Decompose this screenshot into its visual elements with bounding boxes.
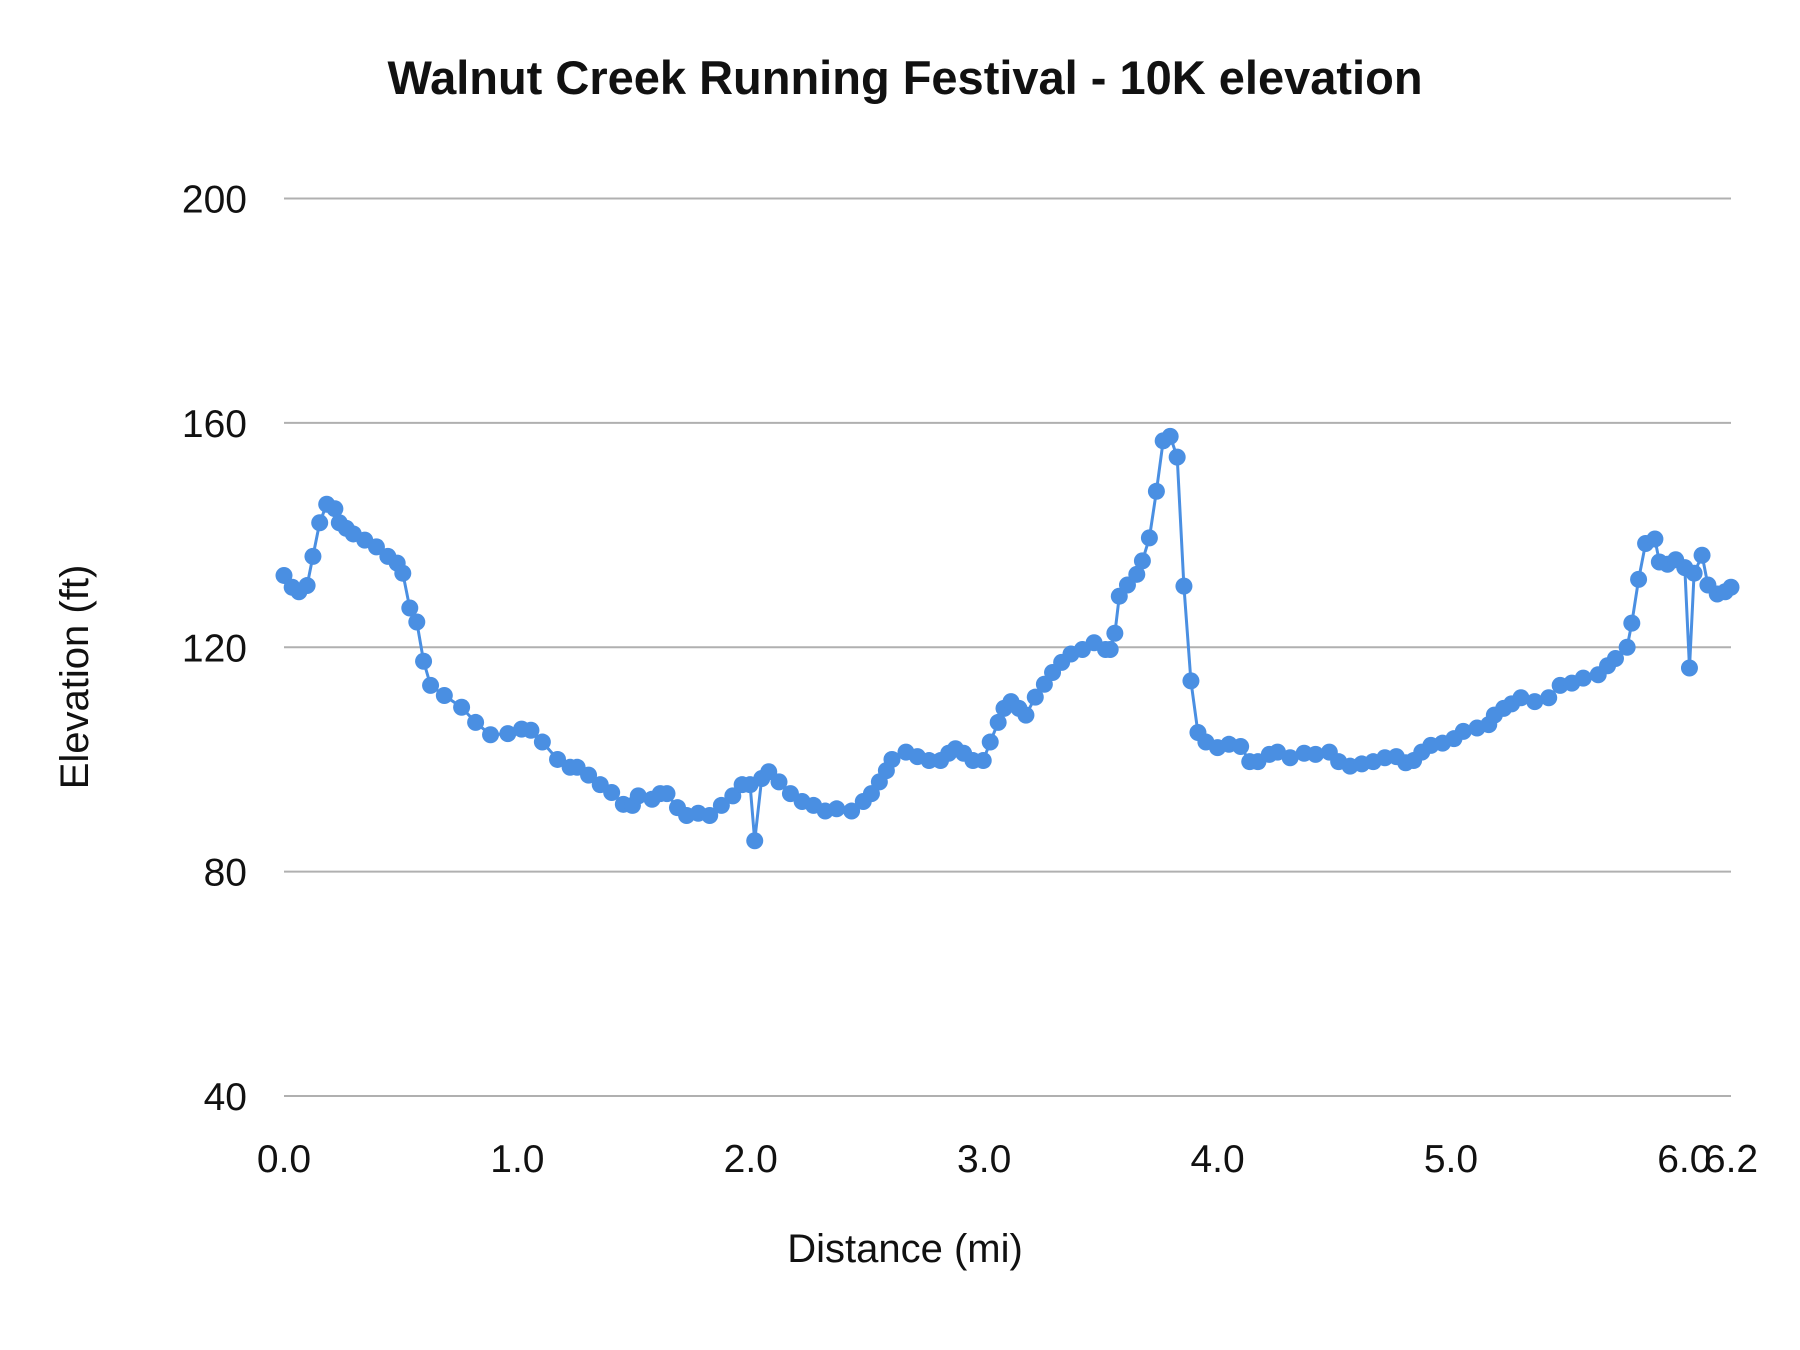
data-point — [304, 547, 322, 565]
data-point — [394, 564, 412, 582]
data-point — [724, 787, 742, 805]
data-point — [482, 726, 500, 744]
x-tick-label: 5.0 — [1424, 1138, 1478, 1181]
y-tick-label: 160 — [182, 403, 247, 446]
data-point — [1540, 689, 1558, 707]
data-point — [435, 686, 453, 704]
x-axis-label: Distance (mi) — [787, 1227, 1023, 1271]
y-tick-label: 40 — [204, 1076, 247, 1119]
data-point — [1512, 689, 1530, 707]
data-point — [1147, 482, 1165, 500]
data-point — [499, 725, 517, 743]
data-point — [422, 676, 440, 694]
x-tick-label: 1.0 — [490, 1138, 544, 1181]
data-point — [629, 787, 647, 805]
chart-title: Walnut Creek Running Festival - 10K elev… — [387, 51, 1422, 104]
data-point — [580, 766, 598, 784]
data-point — [1526, 693, 1544, 711]
x-tick-label: 3.0 — [957, 1138, 1011, 1181]
data-point — [1017, 706, 1035, 724]
data-point — [367, 538, 385, 556]
y-tick-label: 80 — [204, 852, 247, 895]
data-point — [1101, 640, 1119, 658]
data-point — [467, 713, 485, 731]
data-point — [1128, 565, 1146, 583]
data-point — [974, 752, 992, 770]
data-point — [1693, 546, 1711, 564]
data-point — [1026, 688, 1044, 706]
data-point — [712, 796, 730, 814]
data-point — [326, 500, 344, 518]
data-point — [828, 800, 846, 818]
x-tick-label: 0.0 — [257, 1138, 311, 1181]
data-point — [1646, 530, 1664, 548]
x-tick-label: 4.0 — [1190, 1138, 1244, 1181]
data-point — [1168, 448, 1186, 466]
data-point — [658, 785, 676, 803]
data-point — [1106, 624, 1124, 642]
data-point — [522, 721, 540, 739]
data-point — [1133, 552, 1151, 570]
data-point — [1606, 649, 1624, 667]
x-axis-ticks: 0.0 1.0 2.0 3.0 4.0 5.0 6.06.2 — [257, 1138, 1758, 1181]
data-point — [549, 750, 567, 768]
data-point — [533, 733, 551, 751]
x-tick-label: 2.0 — [724, 1138, 778, 1181]
y-tick-label: 200 — [182, 179, 247, 222]
data-point — [883, 750, 901, 768]
data-point — [746, 832, 764, 850]
data-point — [401, 599, 419, 617]
data-point — [1618, 638, 1636, 656]
data-point — [415, 652, 433, 670]
series-line — [282, 433, 1732, 841]
data-point — [843, 802, 861, 820]
data-point — [1175, 577, 1193, 595]
elevation-series — [275, 427, 1740, 850]
gridlines — [284, 197, 1731, 1097]
data-point — [1722, 578, 1740, 596]
y-axis-ticks: 40 80 120 160 200 — [182, 179, 247, 1120]
data-point — [701, 807, 719, 825]
y-axis-label: Elevation (ft) — [53, 565, 97, 790]
data-point — [989, 713, 1007, 731]
data-point — [981, 733, 999, 751]
x-tick-label: 6.0 — [1657, 1138, 1711, 1181]
data-point — [1630, 570, 1648, 588]
data-point — [1182, 672, 1200, 690]
data-point — [1623, 614, 1641, 632]
data-point — [1140, 529, 1158, 547]
data-point — [603, 784, 621, 802]
data-point — [298, 577, 316, 595]
y-tick-label: 120 — [182, 627, 247, 670]
data-point — [1281, 749, 1299, 767]
data-point — [453, 698, 471, 716]
data-point — [770, 773, 788, 791]
data-point — [1161, 427, 1179, 445]
x-tick-label: 6.2 — [1704, 1138, 1758, 1181]
data-point — [1454, 722, 1472, 740]
data-point — [1574, 669, 1592, 687]
data-point — [1307, 745, 1325, 763]
data-point — [408, 613, 426, 631]
data-point — [1680, 659, 1698, 677]
data-point — [1685, 564, 1703, 582]
data-point — [1232, 738, 1250, 756]
data-point — [311, 514, 329, 532]
